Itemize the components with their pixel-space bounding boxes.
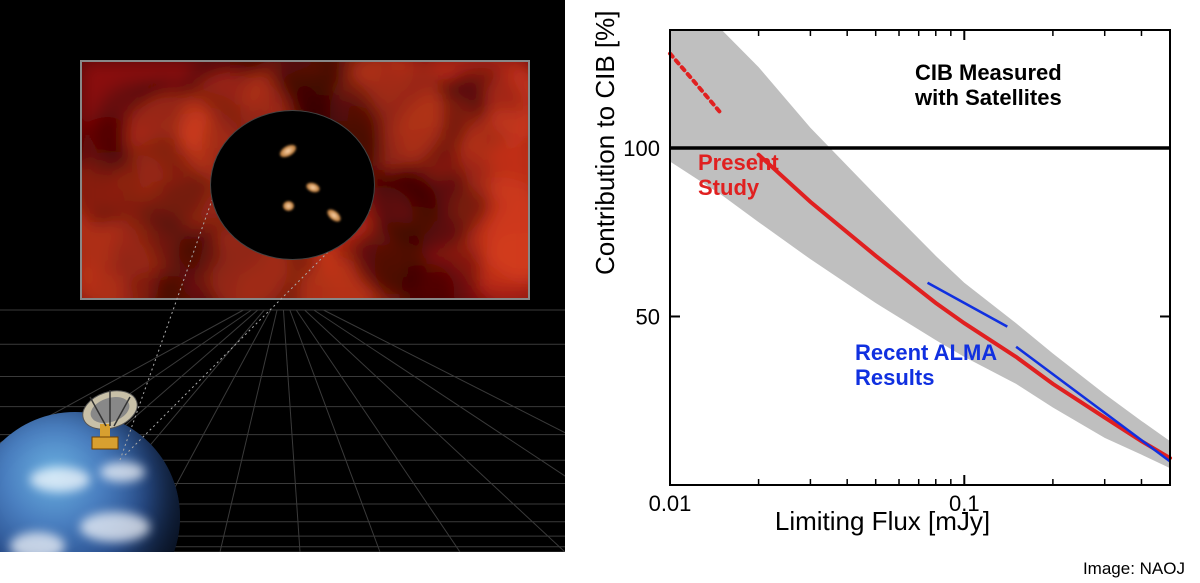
x-axis-label: Limiting Flux [mJy] — [775, 506, 990, 537]
annotation-cib-measured: CIB Measuredwith Satellites — [915, 60, 1062, 111]
svg-text:100: 100 — [623, 136, 660, 161]
svg-text:50: 50 — [636, 304, 660, 329]
y-axis-label: Contribution to CIB [%] — [590, 11, 621, 275]
satellite-icon — [70, 382, 150, 462]
cib-contribution-chart: 0.010.150100 — [565, 0, 1200, 540]
illustration-panel — [0, 0, 565, 552]
zoom-inset-ellipse — [210, 110, 375, 260]
chart-panel: 0.010.150100 Contribution to CIB [%] Lim… — [565, 0, 1200, 552]
annotation-recent-alma: Recent ALMAResults — [855, 340, 997, 391]
image-credit: Image: NAOJ — [1083, 559, 1185, 579]
annotation-present-study: PresentStudy — [698, 150, 779, 201]
svg-text:0.01: 0.01 — [649, 491, 692, 516]
